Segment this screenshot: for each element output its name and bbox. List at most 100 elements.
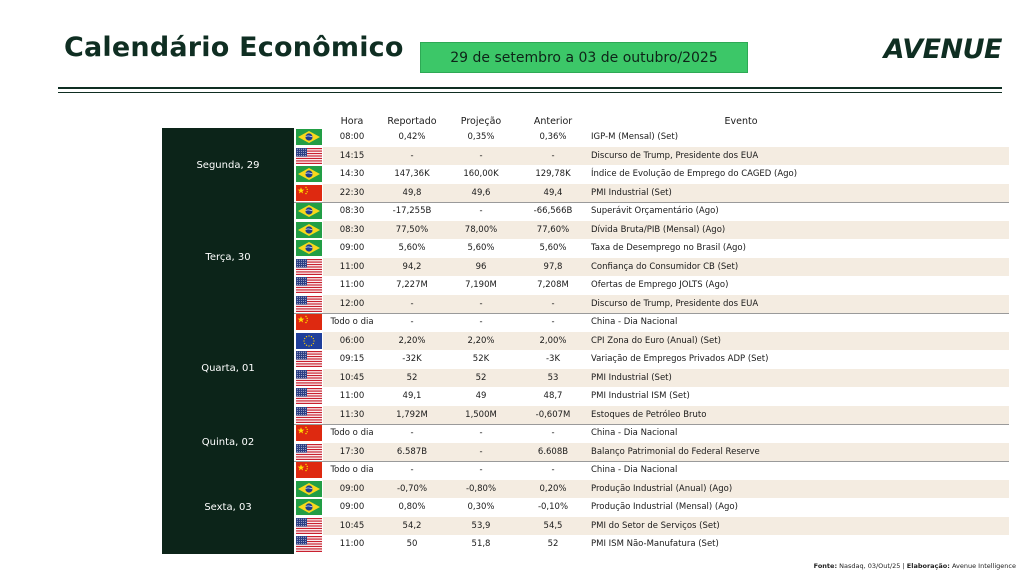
cell-hora: Todo o dia <box>330 317 374 327</box>
cell-reportado: 94,2 <box>402 261 422 272</box>
prepared-by-value: Avenue Intelligence <box>951 562 1016 570</box>
table-row: 17:30 6.587B - 6.608B Balanço Patrimonial do… <box>162 442 1009 461</box>
cell-hora: 17:30 <box>339 446 365 457</box>
cell-evento: Balanço Patrimonial do Federal Reserve <box>591 446 760 457</box>
cell-evento: Confiança do Consumidor CB (Set) <box>591 261 739 272</box>
cell-projecao: 96 <box>475 261 487 272</box>
cell-reportado: 7,227M <box>396 280 428 290</box>
row-background <box>323 405 1009 424</box>
cell-evento: Variação de Empregos Privados ADP (Set) <box>591 354 769 364</box>
usa-flag-icon <box>296 369 322 386</box>
cell-anterior: 97,8 <box>543 261 563 272</box>
cell-hora: 10:45 <box>339 372 365 383</box>
cell-evento: Índice de Evolução de Emprego do CAGED (… <box>591 169 798 179</box>
row-background <box>323 479 1009 498</box>
china-flag-icon <box>296 462 322 478</box>
cell-anterior: 6.608B <box>537 446 569 457</box>
table-row: 09:15 -32K 52K -3K Variação de Empregos Priv… <box>162 350 1009 368</box>
cell-projecao: 0,30% <box>467 502 495 512</box>
cell-reportado: 77,50% <box>395 224 429 235</box>
footer-separator: | <box>902 562 905 570</box>
cell-reportado: 1,792M <box>396 409 428 420</box>
brazil-flag-icon <box>296 221 322 238</box>
cell-projecao: 49 <box>475 391 487 401</box>
cell-projecao: 5,60% <box>467 243 495 253</box>
brazil-flag-icon <box>296 499 322 515</box>
table-row: Todo o dia - - - China - Dia Nacional <box>162 313 1009 331</box>
table-row: 22:30 49,8 49,6 49,4 PMI Industrial (Set) <box>162 183 1009 202</box>
column-header-hora: Hora <box>340 116 364 127</box>
table-row: 08:30 -17,255B - -66,566B Superávit Orçament… <box>162 202 1009 220</box>
cell-reportado: 52 <box>406 372 418 383</box>
cell-evento: Ofertas de Emprego JOLTS (Ago) <box>591 280 729 290</box>
source-footer: Fonte: Nasdaq, 03/Out/25 | Elaboração: A… <box>814 562 1016 570</box>
cell-evento: Produção Industrial (Mensal) (Ago) <box>591 502 738 512</box>
cell-anterior: 0,36% <box>539 132 567 142</box>
cell-evento: Produção Industrial (Anual) (Ago) <box>591 483 733 494</box>
cell-projecao: 53,9 <box>471 520 491 531</box>
cell-evento: PMI Industrial ISM (Set) <box>591 391 690 401</box>
cell-hora: 11:30 <box>339 409 365 420</box>
cell-anterior: -66,566B <box>533 206 573 216</box>
table-row: 11:00 94,2 96 97,8 Confiança do Consumidor C… <box>162 257 1009 276</box>
cell-hora: 12:00 <box>339 298 365 309</box>
page-title: Calendário Econômico <box>64 32 404 63</box>
usa-flag-icon <box>296 258 322 275</box>
date-range-badge: 29 de setembro a 03 de outubro/2025 <box>420 42 748 73</box>
usa-flag-icon <box>296 388 322 404</box>
cell-anterior: -0,607M <box>535 409 571 420</box>
cell-projecao: 78,00% <box>464 224 498 235</box>
cell-reportado: 0,42% <box>398 132 426 142</box>
usa-flag-icon <box>296 277 322 293</box>
cell-anterior: - <box>551 317 555 327</box>
day-label: Quarta, 01 <box>162 313 294 424</box>
cell-anterior: 129,78K <box>535 169 571 179</box>
brazil-flag-icon <box>296 203 322 219</box>
cell-reportado: 50 <box>406 539 418 549</box>
column-header-reportado: Reportado <box>387 116 437 127</box>
table-row: 11:00 50 51,8 52 PMI ISM Não-Manufatura (Set… <box>162 535 1009 553</box>
table-row: 11:00 7,227M 7,190M 7,208M Ofertas de Empreg… <box>162 276 1009 294</box>
usa-flag-icon <box>296 295 322 312</box>
row-background <box>323 516 1009 535</box>
cell-evento: Superávit Orçamentário (Ago) <box>591 206 719 216</box>
cell-reportado: -0,70% <box>396 483 428 494</box>
table-row: 09:00 -0,70% -0,80% 0,20% Produção Industria… <box>162 479 1009 498</box>
usa-flag-icon <box>296 147 322 164</box>
cell-anterior: - <box>551 428 555 438</box>
table-row: 09:00 0,80% 0,30% -0,10% Produção Industrial… <box>162 498 1009 516</box>
cell-hora: 08:00 <box>339 132 365 142</box>
column-header-evento: Evento <box>724 116 758 127</box>
cell-projecao: 49,6 <box>471 187 491 198</box>
table-row: Todo o dia - - - China - Dia Nacional <box>162 424 1009 442</box>
cell-projecao: - <box>479 446 483 457</box>
row-background <box>323 331 1009 350</box>
day-label: Segunda, 29 <box>162 128 294 202</box>
column-header-projecao: Projeção <box>460 116 502 127</box>
header-divider-thin <box>58 92 1002 93</box>
cell-anterior: 0,20% <box>539 483 567 494</box>
cell-evento: Discurso de Trump, Presidente dos EUA <box>591 150 759 161</box>
table-row: 08:00 0,42% 0,35% 0,36% IGP-M (Mensal) (Set) <box>162 128 1009 146</box>
china-flag-icon <box>296 425 322 441</box>
cell-evento: China - Dia Nacional <box>591 428 678 438</box>
table-row: 12:00 - - - Discurso de Trump, Presidente do… <box>162 294 1009 313</box>
cell-anterior: 5,60% <box>539 243 567 253</box>
cell-anterior: -0,10% <box>537 502 569 512</box>
source-label: Fonte: <box>813 562 838 570</box>
cell-hora: 22:30 <box>339 187 365 198</box>
cell-reportado: -32K <box>402 354 422 364</box>
cell-anterior: - <box>551 298 555 309</box>
day-separator <box>162 423 1009 425</box>
usa-flag-icon <box>296 351 322 367</box>
cell-reportado: - <box>410 465 414 475</box>
table-row: 11:00 49,1 49 48,7 PMI Industrial ISM (Set) <box>162 387 1009 405</box>
cell-anterior: 53 <box>547 372 559 383</box>
row-background <box>323 183 1009 202</box>
day-separator <box>162 201 1009 203</box>
cell-evento: PMI do Setor de Serviços (Set) <box>591 520 720 531</box>
cell-evento: PMI ISM Não-Manufatura (Set) <box>591 539 719 549</box>
cell-reportado: -17,255B <box>392 206 432 216</box>
day-label: Quinta, 02 <box>162 424 294 461</box>
china-flag-icon <box>296 184 322 201</box>
